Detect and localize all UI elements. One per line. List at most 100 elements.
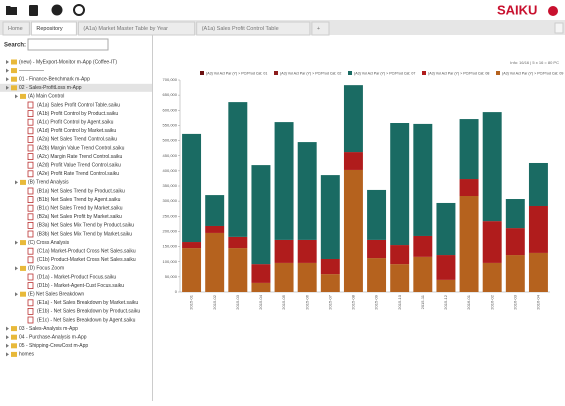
- bar-segment: [413, 123, 433, 236]
- bar-segment: [505, 199, 525, 229]
- y-tick-label: 250,000: [163, 213, 178, 218]
- open-icon[interactable]: [6, 6, 17, 15]
- logout-icon[interactable]: [73, 4, 85, 16]
- tab[interactable]: [196, 21, 311, 36]
- bar-segment: [182, 242, 202, 249]
- x-tick-label: 2015-02: [212, 294, 217, 309]
- expander[interactable]: [6, 352, 9, 357]
- tree-item[interactable]: (A2b) Margin Value Trend Control.saiku: [37, 145, 125, 151]
- tree-item[interactable]: (A2e) Profit Rate Trend Control.saiku: [37, 171, 119, 177]
- file-icon: [27, 316, 34, 324]
- expander[interactable]: [6, 85, 9, 90]
- bar-segment: [182, 248, 202, 292]
- tree-item[interactable]: (A) Main Control: [28, 94, 64, 100]
- bar-segment: [413, 235, 433, 257]
- expander[interactable]: [6, 335, 9, 340]
- expander[interactable]: [15, 180, 18, 185]
- info-icon[interactable]: [51, 4, 63, 16]
- tree-item[interactable]: (B2a) Net Sales Profit by Market.saiku: [37, 214, 122, 220]
- expander[interactable]: [15, 292, 18, 297]
- tree-item[interactable]: (E1c) - Net Sales Breakdown by Agent.sai…: [37, 317, 136, 323]
- tree-item[interactable]: (B) Trend Analysis: [28, 180, 69, 186]
- x-tick-label: 2015-01: [189, 294, 194, 309]
- tab[interactable]: [77, 21, 196, 36]
- file-icon: [27, 307, 34, 315]
- bar-segment: [459, 119, 479, 180]
- legend-label: (A3) Vol Act Par (Y) > PC/Prod Cat: 01: [206, 71, 267, 75]
- legend-swatch: [496, 71, 500, 75]
- tree-item[interactable]: (C1a) Market-Product Cross Net Sales.sai…: [37, 249, 136, 255]
- tree-item[interactable]: 05 - Shipping-CrewCost m-App: [19, 343, 88, 349]
- expander[interactable]: [6, 77, 9, 82]
- tab-label: (A1a) Market Master Table by Year: [83, 26, 168, 32]
- tree-item[interactable]: (A2c) Margin Rate Trend Control.saiku: [37, 154, 123, 160]
- x-tick-label: 2016-03: [512, 294, 517, 309]
- expander[interactable]: [6, 343, 9, 348]
- x-tick-label: 2015-06: [304, 294, 309, 309]
- legend-swatch: [422, 71, 426, 75]
- bar-segment: [205, 195, 225, 226]
- file-icon: [27, 204, 34, 212]
- tree-item[interactable]: (E1a) - Net Sales Breakdown by Market.sa…: [37, 300, 138, 306]
- tree-item[interactable]: (A1a) Sales Profit Control Table.saiku: [37, 102, 120, 108]
- bar-segment: [251, 282, 271, 292]
- bar-segment: [205, 232, 225, 292]
- bar-segment: [343, 152, 363, 170]
- x-tick-label: 2015-11: [420, 294, 425, 309]
- expander[interactable]: [6, 68, 9, 73]
- bar-segment: [505, 255, 525, 292]
- tab[interactable]: [30, 21, 77, 36]
- file-icon: [27, 299, 34, 307]
- bar-segment: [297, 262, 317, 292]
- tab-label: Home: [8, 26, 23, 32]
- x-tick-label: 2015-09: [374, 294, 379, 309]
- expander[interactable]: [6, 326, 9, 331]
- tree-item[interactable]: (B1b) Net Sales Trend by Agent.saiku: [37, 197, 121, 203]
- tree-item[interactable]: (B3b) Net Sales Mix Trend by Market.saik…: [37, 231, 132, 237]
- expander[interactable]: [6, 60, 9, 64]
- tree-item[interactable]: (A2d) Profit Value Trend Control.saiku: [37, 163, 121, 169]
- search-label: Search:: [4, 43, 26, 49]
- tree-item[interactable]: (C) Cross Analysis: [28, 240, 70, 246]
- tree-item[interactable]: (E1b) - Net Sales Breakdown by Product.s…: [37, 309, 140, 315]
- tree-item[interactable]: (B1a) Net Sales Trend by Product.saiku: [37, 188, 125, 194]
- tree-item[interactable]: (new) - MyExport-Monitor m-App (Coffee-I…: [19, 59, 117, 65]
- y-tick-label: 500,000: [163, 138, 178, 143]
- tree-item[interactable]: (D1b) - Market-Agent-Cust Focus.saiku: [37, 283, 124, 289]
- folder-icon: [11, 343, 17, 349]
- new-icon[interactable]: [29, 5, 38, 16]
- tree-item[interactable]: (D1a) - Market-Product Focus.saiku: [37, 274, 116, 280]
- tree-item[interactable]: (E) Net Sales Breakdown: [28, 292, 84, 298]
- tree-item[interactable]: (A1d) Profit Control by Market.saiku: [37, 128, 116, 134]
- tab-label: (A1a) Sales Profit Control Table: [202, 26, 279, 32]
- tree-item[interactable]: (B1c) Net Sales Trend by Market.saiku: [37, 206, 123, 212]
- tree-item[interactable]: 04 - Purchase-Analysis m-App: [19, 335, 87, 341]
- expander[interactable]: [15, 266, 18, 271]
- file-icon: [27, 187, 34, 195]
- expander[interactable]: [15, 240, 18, 245]
- file-icon: [27, 282, 34, 290]
- tree-item[interactable]: 03 - Sales-Analysis m-App: [19, 326, 78, 332]
- expander[interactable]: [15, 94, 18, 99]
- bar-segment: [367, 258, 387, 292]
- tab[interactable]: [311, 21, 330, 36]
- tree-item[interactable]: 01 - Finance-Benchmark m-App: [19, 77, 90, 83]
- tree-item[interactable]: 02 - Sales-ProfitLoss m-App: [19, 85, 82, 91]
- tab[interactable]: [2, 21, 30, 36]
- search-input[interactable]: [27, 38, 109, 51]
- tree-item[interactable]: (B3a) Net Sales Mix Trend by Product.sai…: [37, 223, 134, 229]
- tree-item[interactable]: (C1b) Product-Market Cross Net Sales.sai…: [37, 257, 136, 263]
- tree-item[interactable]: (D) Focus Zoom: [28, 266, 64, 272]
- tree-item[interactable]: —————: [19, 68, 44, 74]
- bar-segment: [182, 133, 202, 243]
- tree-item[interactable]: (A1c) Profit Control by Agent.saiku: [37, 120, 114, 126]
- selected-row: [0, 83, 152, 92]
- bar-segment: [297, 142, 317, 240]
- tab-menu[interactable]: [554, 22, 564, 34]
- tree-item[interactable]: (A2a) Net Sales Trend Control.saiku: [37, 137, 117, 143]
- tree-item[interactable]: (A1b) Profit Control by Product.saiku: [37, 111, 118, 117]
- tree-item[interactable]: homes: [19, 352, 35, 358]
- legend-swatch: [274, 71, 278, 75]
- bar-segment: [528, 205, 548, 253]
